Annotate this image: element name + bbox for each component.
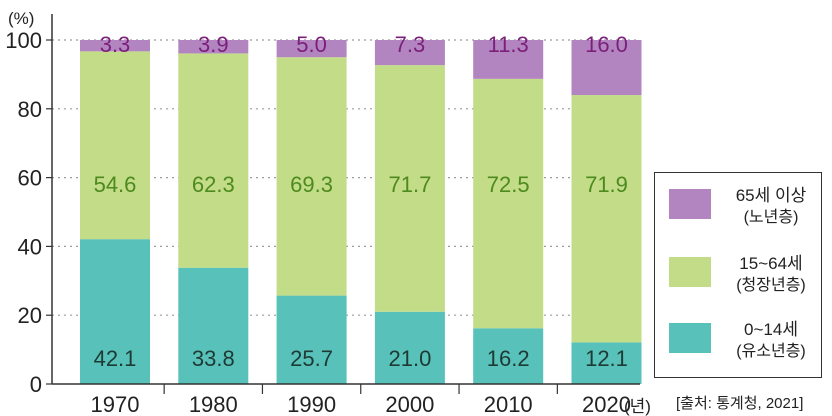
x-tick-label: 1970: [91, 392, 140, 416]
value-label: 11.3: [488, 32, 529, 57]
value-label: 5.0: [296, 32, 327, 57]
value-label: 3.3: [100, 32, 131, 57]
value-label: 25.7: [290, 346, 333, 371]
legend: 65세 이상 (노년층) 15~64세 (청장년층) 0~14세 (유소년층): [654, 172, 822, 378]
legend-name-working: 15~64세: [739, 254, 803, 273]
legend-item-working: 15~64세 (청장년층): [655, 245, 823, 305]
legend-subname-elderly: (노년층): [743, 209, 799, 226]
value-label: 42.1: [94, 346, 137, 371]
bar-segment: [374, 65, 445, 312]
legend-name-elderly: 65세 이상: [735, 186, 807, 205]
y-tick-label: 100: [5, 28, 42, 53]
x-tick-label: 2010: [484, 392, 533, 416]
value-label: 21.0: [388, 346, 431, 371]
bar-segment: [571, 95, 642, 343]
bars: [80, 40, 642, 384]
value-label: 69.3: [290, 172, 333, 197]
axes: 0 20 40 60 80 100 1970 1980 1990 2000 2010 2020: [5, 14, 640, 416]
value-labels: 42.1 54.6 3.3 33.8 62.3 3.9 25.7 69.3 5.0 21.0 71.…: [94, 32, 628, 371]
x-tick-label: 2020: [582, 392, 631, 416]
bar-segment: [276, 40, 347, 58]
y-axis-unit: (%): [8, 9, 34, 28]
bar-segment: [473, 78, 544, 329]
legend-item-youth: 0~14세 (유소년층): [655, 311, 823, 371]
value-label: 71.9: [585, 172, 628, 197]
legend-swatch-youth: [669, 323, 711, 353]
bar-segment: [80, 51, 150, 240]
bar-segment: [178, 40, 249, 54]
value-label: 33.8: [192, 346, 235, 371]
source-note: [출처: 통계청, 2021]: [676, 395, 804, 412]
bar-segment: [571, 342, 642, 384]
bar-segment: [80, 239, 150, 384]
legend-label-working: 15~64세 (청장년층): [721, 253, 821, 297]
bar-segment: [178, 53, 249, 268]
value-label: 72.5: [487, 172, 530, 197]
bar-segment: [571, 40, 642, 96]
y-tick-label: 60: [18, 166, 42, 191]
bar-segment: [178, 267, 249, 384]
bar-segment: [473, 40, 544, 79]
x-tick-label: 2000: [385, 392, 434, 416]
x-axis-unit: (년): [624, 397, 651, 416]
value-label: 16.0: [585, 32, 628, 57]
legend-swatch-elderly: [669, 189, 711, 219]
value-label: 54.6: [94, 172, 137, 197]
bar-segment: [80, 40, 150, 52]
value-label: 71.7: [388, 172, 431, 197]
y-tick-label: 0: [30, 372, 42, 397]
bar-segment: [276, 57, 347, 296]
bar-segment: [473, 328, 544, 384]
bar-segment: [276, 295, 347, 384]
y-tick-label: 40: [18, 234, 42, 259]
legend-swatch-working: [669, 257, 711, 287]
legend-subname-working: (청장년층): [736, 277, 806, 294]
legend-subname-youth: (유소년층): [736, 343, 806, 360]
value-label: 7.3: [395, 32, 426, 57]
x-tick-label: 1980: [189, 392, 238, 416]
legend-item-elderly: 65세 이상 (노년층): [655, 177, 823, 237]
legend-label-youth: 0~14세 (유소년층): [721, 319, 821, 363]
x-tick-label: 1990: [287, 392, 336, 416]
value-label: 3.9: [198, 32, 229, 57]
bar-segment: [374, 40, 445, 66]
legend-name-youth: 0~14세: [744, 320, 798, 339]
legend-label-elderly: 65세 이상 (노년층): [721, 185, 821, 229]
y-tick-label: 80: [18, 97, 42, 122]
bar-segment: [374, 311, 445, 384]
value-label: 16.2: [487, 346, 530, 371]
y-tick-label: 20: [18, 303, 42, 328]
value-label: 62.3: [192, 172, 235, 197]
value-label: 12.1: [585, 346, 628, 371]
